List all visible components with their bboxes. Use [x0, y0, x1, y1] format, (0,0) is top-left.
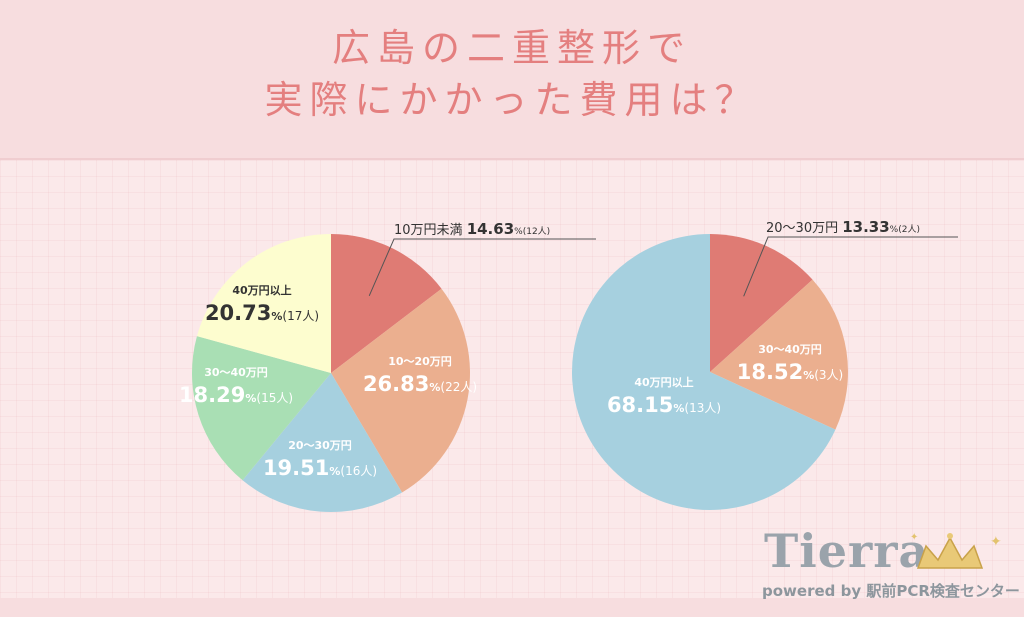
tierra-logo: Tierra ✦ ✦ powered by 駅前PCR検査センター — [748, 520, 1020, 602]
footer-band — [0, 598, 1024, 617]
header-band: 広島の二重整形で 実際にかかった費用は？ — [0, 0, 1024, 160]
pie-slice-5 — [196, 234, 331, 373]
slice-value-label: 20〜30万円 13.33%(2人) — [766, 218, 920, 236]
slice-label-3: 40万円以上 68.15%(13人) — [607, 375, 721, 417]
slice-value-label: 20.73%(17人) — [205, 301, 319, 325]
crown-icon: ✦ ✦ — [910, 532, 1002, 569]
slice-value-label: 10万円未満 14.63%(12人) — [394, 220, 550, 238]
slice-label-2: 30〜40万円 18.52%(3人) — [737, 343, 843, 384]
slice-category-label: 30〜40万円 — [204, 366, 268, 379]
callout-leader-line — [743, 236, 958, 297]
slice-label-5: 40万円以上 20.73%(17人) — [205, 283, 319, 325]
slice-value-label: 18.52%(3人) — [737, 360, 843, 384]
pie-slice-1 — [710, 234, 813, 372]
slice-label-3: 20〜30万円 19.51%(16人) — [263, 439, 377, 480]
slice-label-4: 30〜40万円 18.29%(15人) — [179, 366, 293, 407]
pie-slice-3 — [572, 234, 836, 511]
slice-value-label: 19.51%(16人) — [263, 456, 377, 480]
title-line-2: 実際にかかった費用は？ — [264, 78, 760, 122]
slice-category-label: 20〜30万円 — [288, 439, 352, 452]
slice-category-label: 10〜20万円 — [388, 355, 452, 368]
svg-text:✦: ✦ — [910, 532, 918, 543]
callout-leader-line — [368, 238, 596, 296]
title-line-1: 広島の二重整形で — [331, 26, 692, 70]
pie-slice-1 — [331, 234, 442, 373]
page-title: 広島の二重整形で 実際にかかった費用は？ — [0, 22, 1024, 126]
pie-chart-2: 20〜30万円 13.33%(2人) 30〜40万円 18.52%(3人) 40万円以… — [572, 218, 958, 511]
logo-wordmark: Tierra — [764, 524, 930, 578]
slice-category-label: 40万円以上 — [232, 283, 291, 297]
pie-slice-4 — [192, 336, 331, 481]
slice-category-label: 40万円以上 — [634, 375, 693, 389]
slice-value-label: 26.83%(22人) — [363, 372, 477, 396]
pie-slice-2 — [331, 288, 470, 493]
slice-category-label: 30〜40万円 — [758, 343, 822, 356]
slice-value-label: 68.15%(13人) — [607, 393, 721, 417]
pie-slice-2 — [710, 279, 849, 430]
pie-slice-3 — [242, 373, 403, 512]
slice-label-2: 10〜20万円 26.83%(22人) — [363, 355, 477, 396]
svg-text:✦: ✦ — [990, 534, 1002, 550]
slice-label-1: 10万円未満 14.63%(12人) — [368, 220, 596, 296]
slice-label-1: 20〜30万円 13.33%(2人) — [743, 218, 958, 297]
slice-value-label: 18.29%(15人) — [179, 383, 293, 407]
pie-chart-1: 10万円未満 14.63%(12人) 10〜20万円 26.83%(22人) 20〜3… — [179, 220, 596, 512]
logo-tagline: powered by 駅前PCR検査センター — [762, 582, 1020, 600]
